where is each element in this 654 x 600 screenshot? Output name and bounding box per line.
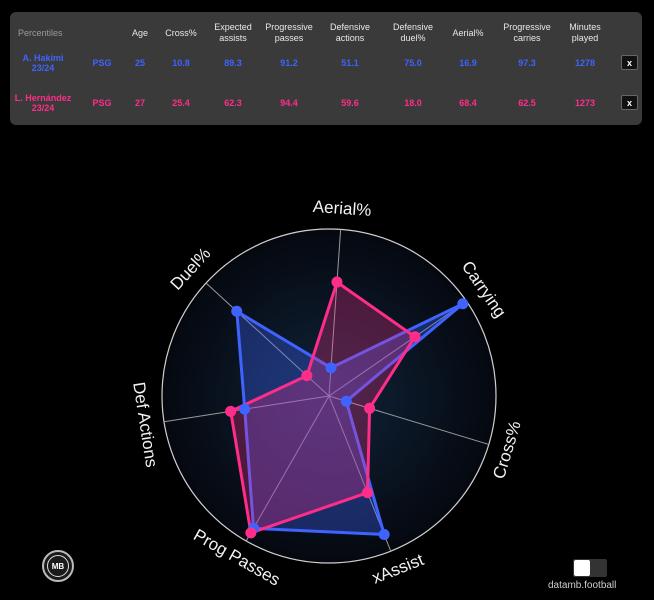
mb-logo: MB	[42, 550, 74, 582]
cross-value: 25.4	[172, 98, 190, 108]
def-duel-value: 18.0	[404, 98, 422, 108]
prog-carries-value: 97.3	[518, 58, 536, 68]
remove-player-button[interactable]: x	[621, 95, 638, 110]
data-point	[409, 331, 421, 343]
comparison-table: Percentiles Age Cross% Expected assists …	[10, 12, 642, 125]
data-point	[457, 298, 469, 310]
series-area	[235, 302, 465, 536]
aerial-value: 68.4	[459, 98, 477, 108]
axis-label: Aerial%	[312, 197, 372, 220]
table-row: L. Hernández 23/24 PSG 27 25.4 62.3 94.4…	[10, 86, 642, 120]
header-defensive-duel: Defensive duel%	[392, 22, 434, 43]
data-point	[225, 405, 237, 417]
xa-value: 89.3	[224, 58, 242, 68]
data-point	[231, 305, 243, 317]
header-percentiles: Percentiles	[18, 27, 63, 38]
age-value: 25	[134, 58, 145, 68]
header-defensive-actions: Defensive actions	[329, 22, 371, 43]
data-point	[378, 529, 390, 541]
prog-passes-value: 91.2	[280, 58, 298, 68]
header-minutes-played: Minutes played	[569, 22, 601, 43]
player-name: A. Hakimi 23/24	[22, 53, 64, 73]
remove-player-button[interactable]: x	[621, 55, 638, 70]
header-progressive-carries: Progressive carries	[503, 22, 551, 43]
team: PSG	[92, 58, 112, 68]
def-duel-value: 75.0	[404, 58, 422, 68]
radar-spoke	[245, 395, 330, 542]
age-value: 27	[134, 98, 145, 108]
player-name: L. Hernández 23/24	[14, 93, 72, 113]
prog-carries-value: 62.5	[518, 98, 536, 108]
data-point	[331, 276, 343, 288]
header-aerial: Aerial%	[452, 27, 484, 38]
data-point	[361, 487, 373, 499]
data-point	[325, 362, 337, 374]
team: PSG	[92, 98, 112, 108]
table-row: A. Hakimi 23/24 PSG 25 10.8 89.3 91.2 51…	[10, 46, 642, 80]
header-expected-assists: Expected assists	[214, 22, 252, 43]
data-point	[340, 395, 352, 407]
prog-passes-value: 94.4	[280, 98, 298, 108]
cross-value: 10.8	[172, 58, 190, 68]
xa-value: 62.3	[224, 98, 242, 108]
radar-spoke	[328, 395, 489, 445]
data-point	[245, 527, 257, 539]
logo-text: MB	[47, 555, 69, 577]
def-actions-value: 51.1	[341, 58, 359, 68]
axis-label: Def Actions	[129, 381, 161, 469]
radar-points	[225, 276, 469, 541]
minutes-value: 1278	[574, 58, 596, 68]
aerial-value: 16.9	[459, 58, 477, 68]
theme-toggle[interactable]	[573, 559, 607, 577]
data-point	[239, 403, 251, 415]
data-point	[301, 370, 313, 382]
series-area	[229, 280, 417, 535]
brand-text: datamb.football	[548, 580, 617, 591]
def-actions-value: 59.6	[341, 98, 359, 108]
data-point	[364, 402, 376, 414]
header-progressive-passes: Progressive passes	[265, 22, 313, 43]
toggle-knob	[574, 560, 590, 576]
radar-spoke	[328, 300, 467, 397]
radar-series	[229, 280, 465, 536]
header-age: Age	[131, 27, 148, 38]
axis-label: Cross%	[489, 419, 524, 481]
header-cross: Cross%	[165, 27, 197, 38]
minutes-value: 1273	[574, 98, 596, 108]
